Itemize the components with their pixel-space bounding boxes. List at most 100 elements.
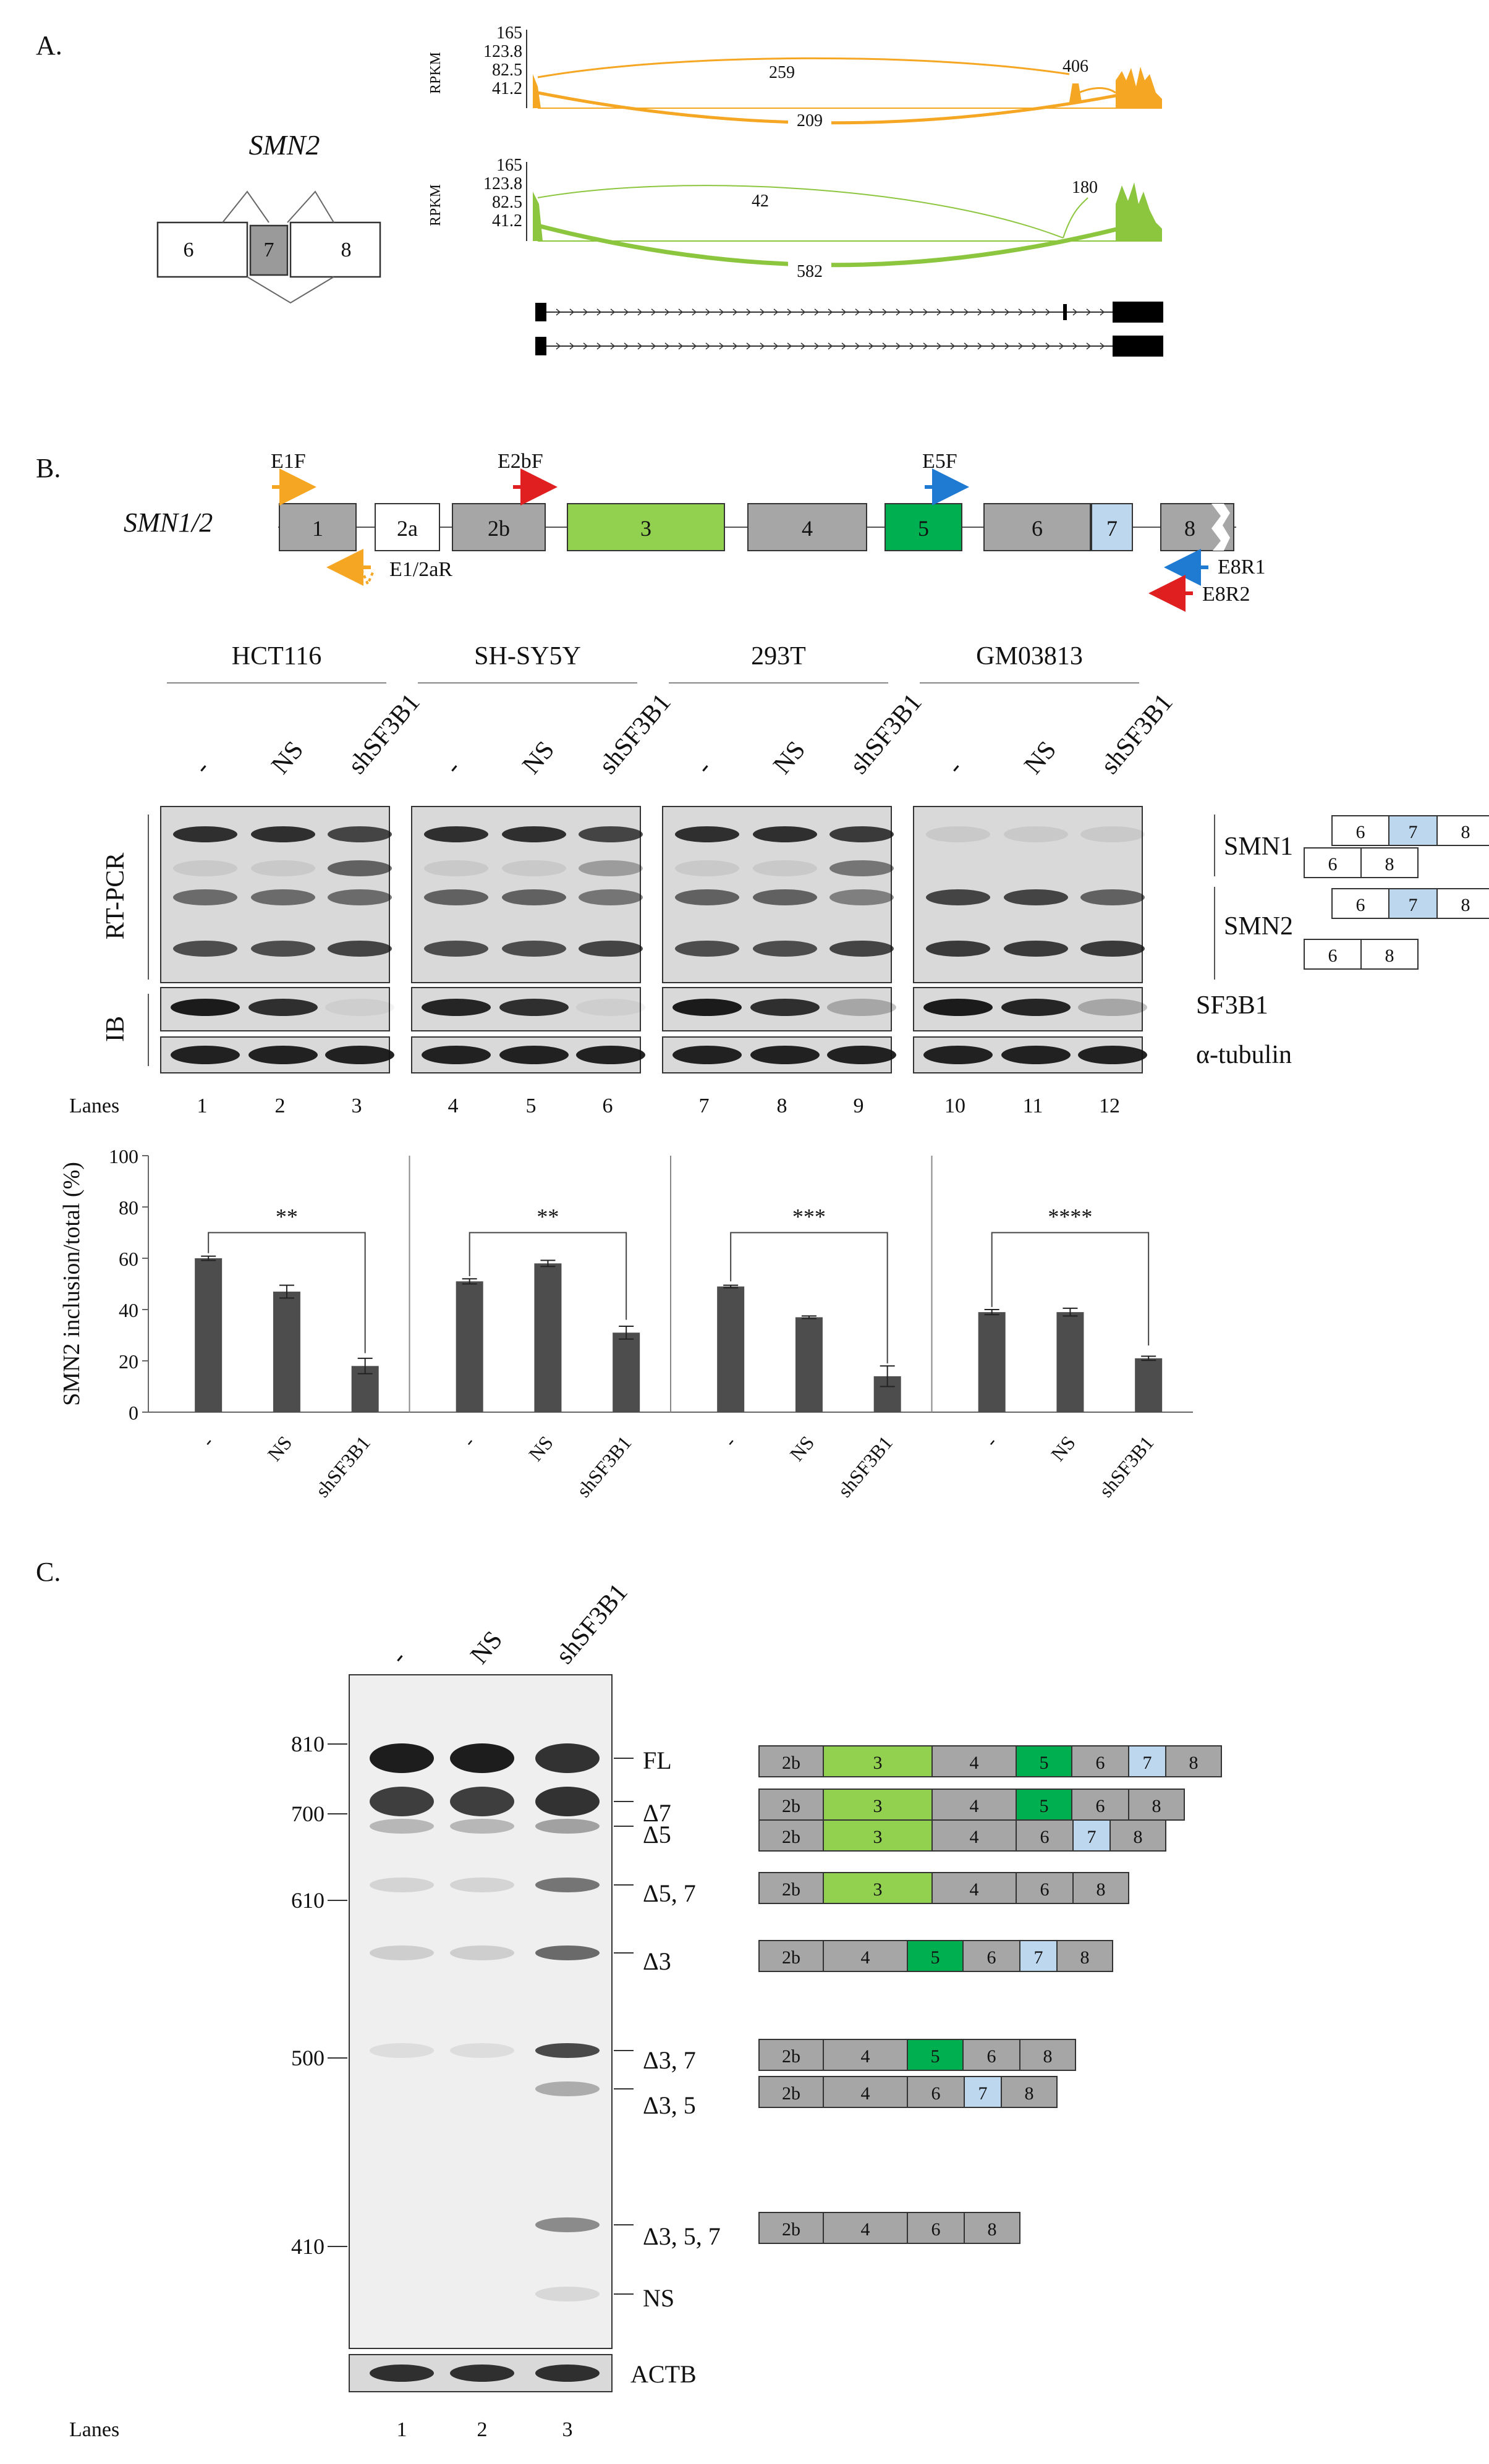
rtpcr-band bbox=[829, 889, 894, 905]
panel-b-lane-numbers: 1 2 3 4 5 6 7 8 9 10 11 12 bbox=[197, 1094, 1121, 1117]
rtpcr-band bbox=[1080, 941, 1145, 957]
isoform-8-exon-6-label: 6 bbox=[931, 2219, 941, 2240]
isoform-7-exon-4-label: 4 bbox=[861, 2083, 870, 2104]
actb-band bbox=[535, 2365, 600, 2382]
tubulin-band bbox=[499, 1046, 569, 1064]
isoform-2-exon-5 bbox=[1016, 1789, 1072, 1821]
isoform-7-exon-6 bbox=[907, 2076, 965, 2108]
panel-c-band bbox=[450, 1787, 514, 1816]
isoform-5-exon-5-label: 5 bbox=[931, 1947, 940, 1968]
rtpcr-band bbox=[502, 941, 566, 957]
panel-c-lane-2: 2 bbox=[477, 2418, 488, 2441]
intron-chevron bbox=[855, 342, 860, 350]
isoform-5-exon-2b bbox=[758, 1940, 824, 1972]
isoform-1-exon-5-label: 5 bbox=[1040, 1753, 1049, 1773]
rtpcr-band bbox=[753, 941, 817, 957]
smn1-delta7-exon-6 bbox=[1304, 847, 1362, 878]
ib-label: IB bbox=[101, 1016, 130, 1042]
intron-chevron bbox=[814, 308, 820, 316]
panel-b-primers: E1F E2bF E5F E1/2aR E8R1 E8R2 bbox=[271, 450, 1265, 612]
isoform-5-exon-4 bbox=[823, 1940, 908, 1972]
band-label-3-5: Δ3, 5 bbox=[643, 2091, 696, 2119]
significance-bracket bbox=[208, 1232, 366, 1353]
junction-skip bbox=[247, 276, 334, 304]
significance-bracket bbox=[991, 1232, 1150, 1346]
panel-c-band bbox=[370, 1819, 434, 1834]
isoform-7-exon-7-label: 7 bbox=[978, 2083, 988, 2104]
lane-11: 11 bbox=[1023, 1094, 1043, 1117]
panel-c-band bbox=[535, 1819, 600, 1834]
track1-exon6-coverage bbox=[533, 74, 541, 108]
intron-chevron bbox=[923, 342, 928, 350]
isoform-8-exon-2b-label: 2b bbox=[782, 2219, 800, 2240]
intron-chevron bbox=[1045, 342, 1051, 350]
panel-c-band bbox=[450, 1819, 514, 1834]
exon-5-label: 5 bbox=[918, 516, 929, 541]
isoform-4-exon-4-label: 4 bbox=[970, 1879, 979, 1900]
sf3b1-band bbox=[422, 999, 491, 1016]
cell-line-gm03813: GM03813 bbox=[976, 642, 1083, 671]
marker-610: 610 bbox=[291, 1888, 325, 1913]
intron-chevron bbox=[556, 308, 561, 316]
intron-chevron bbox=[705, 308, 711, 316]
intron-chevron bbox=[664, 342, 670, 350]
panel-c-condition-ns: NS bbox=[465, 1626, 508, 1670]
panel-a-exon-schematic: 6 7 8 bbox=[156, 190, 381, 304]
isoform-2-exon-8-label: 8 bbox=[1152, 1796, 1161, 1816]
exon-8-label: 8 bbox=[341, 239, 352, 261]
chart-y-tick-label: 100 bbox=[109, 1145, 138, 1167]
isoform-5-exon-6 bbox=[962, 1940, 1020, 1972]
isoform-2-exon-6 bbox=[1071, 1789, 1129, 1821]
rtpcr-band bbox=[829, 860, 894, 876]
rtpcr-band bbox=[173, 941, 237, 957]
track1-label-bg-lower bbox=[788, 110, 831, 131]
gene-model-1-exon7 bbox=[1063, 304, 1067, 320]
smn1-full-exon-6-label: 6 bbox=[1356, 822, 1365, 842]
smn2-delta7-exon-8 bbox=[1360, 939, 1419, 970]
isoform-7-exon-4 bbox=[823, 2076, 908, 2108]
intron-chevron bbox=[1032, 308, 1037, 316]
sf3b1-band bbox=[750, 999, 820, 1016]
isoform-7-exon-8 bbox=[1001, 2076, 1058, 2108]
panel-c-band bbox=[535, 2081, 600, 2096]
isoform-6-exon-6-label: 6 bbox=[987, 2046, 996, 2067]
sf3b1-band bbox=[171, 999, 240, 1016]
intron-chevron bbox=[610, 308, 616, 316]
intron-chevron bbox=[909, 308, 915, 316]
chart-y-tick-label: 80 bbox=[119, 1196, 138, 1219]
isoform-3-exon-3-label: 3 bbox=[873, 1827, 883, 1847]
gene-model-1-exon8 bbox=[1113, 302, 1163, 323]
smn1-delta7-exon-8 bbox=[1360, 847, 1419, 878]
intron-chevron bbox=[719, 308, 724, 316]
chart-y-tick-label: 40 bbox=[119, 1299, 138, 1321]
exon-7-box bbox=[249, 224, 289, 276]
intron-chevron bbox=[569, 308, 575, 316]
panel-c-band bbox=[370, 1945, 434, 1960]
rtpcr-band bbox=[1080, 826, 1145, 842]
intron-chevron bbox=[719, 342, 724, 350]
panel-c-band bbox=[535, 1945, 600, 1960]
bar-hct116-ns bbox=[273, 1291, 300, 1412]
isoform-6-exon-5-label: 5 bbox=[931, 2046, 940, 2067]
isoform-1-exon-8 bbox=[1165, 1745, 1222, 1777]
track1-junction-lower-count: 209 bbox=[797, 111, 823, 130]
isoform-2-exon-2b-label: 2b bbox=[782, 1796, 800, 1816]
panel-a-label: A. bbox=[36, 30, 62, 61]
intron-chevron bbox=[678, 342, 684, 350]
isoform-1-exon-2b bbox=[758, 1745, 824, 1777]
rtpcr-band bbox=[829, 826, 894, 842]
intron-chevron bbox=[936, 342, 942, 350]
exon-8-label: 8 bbox=[1184, 516, 1195, 541]
intron-chevron bbox=[651, 308, 656, 316]
primer-e12ar-splice bbox=[360, 569, 375, 588]
sashimi-track-2: RPKM 165 123.8 82.5 41.2 42 582 180 bbox=[428, 156, 1162, 282]
panel-c-lane-numbers: 1 2 3 bbox=[397, 2418, 573, 2441]
isoform-1-exon-6 bbox=[1071, 1745, 1129, 1777]
isoform-2-exon-8 bbox=[1128, 1789, 1185, 1821]
isoform-8-exon-8 bbox=[964, 2212, 1020, 2244]
intron-chevron bbox=[841, 308, 847, 316]
band-label-3-5-7: Δ3, 5, 7 bbox=[643, 2222, 721, 2250]
intron-chevron bbox=[1018, 308, 1024, 316]
rtpcr-band bbox=[579, 860, 643, 876]
significance-bracket bbox=[730, 1232, 888, 1364]
